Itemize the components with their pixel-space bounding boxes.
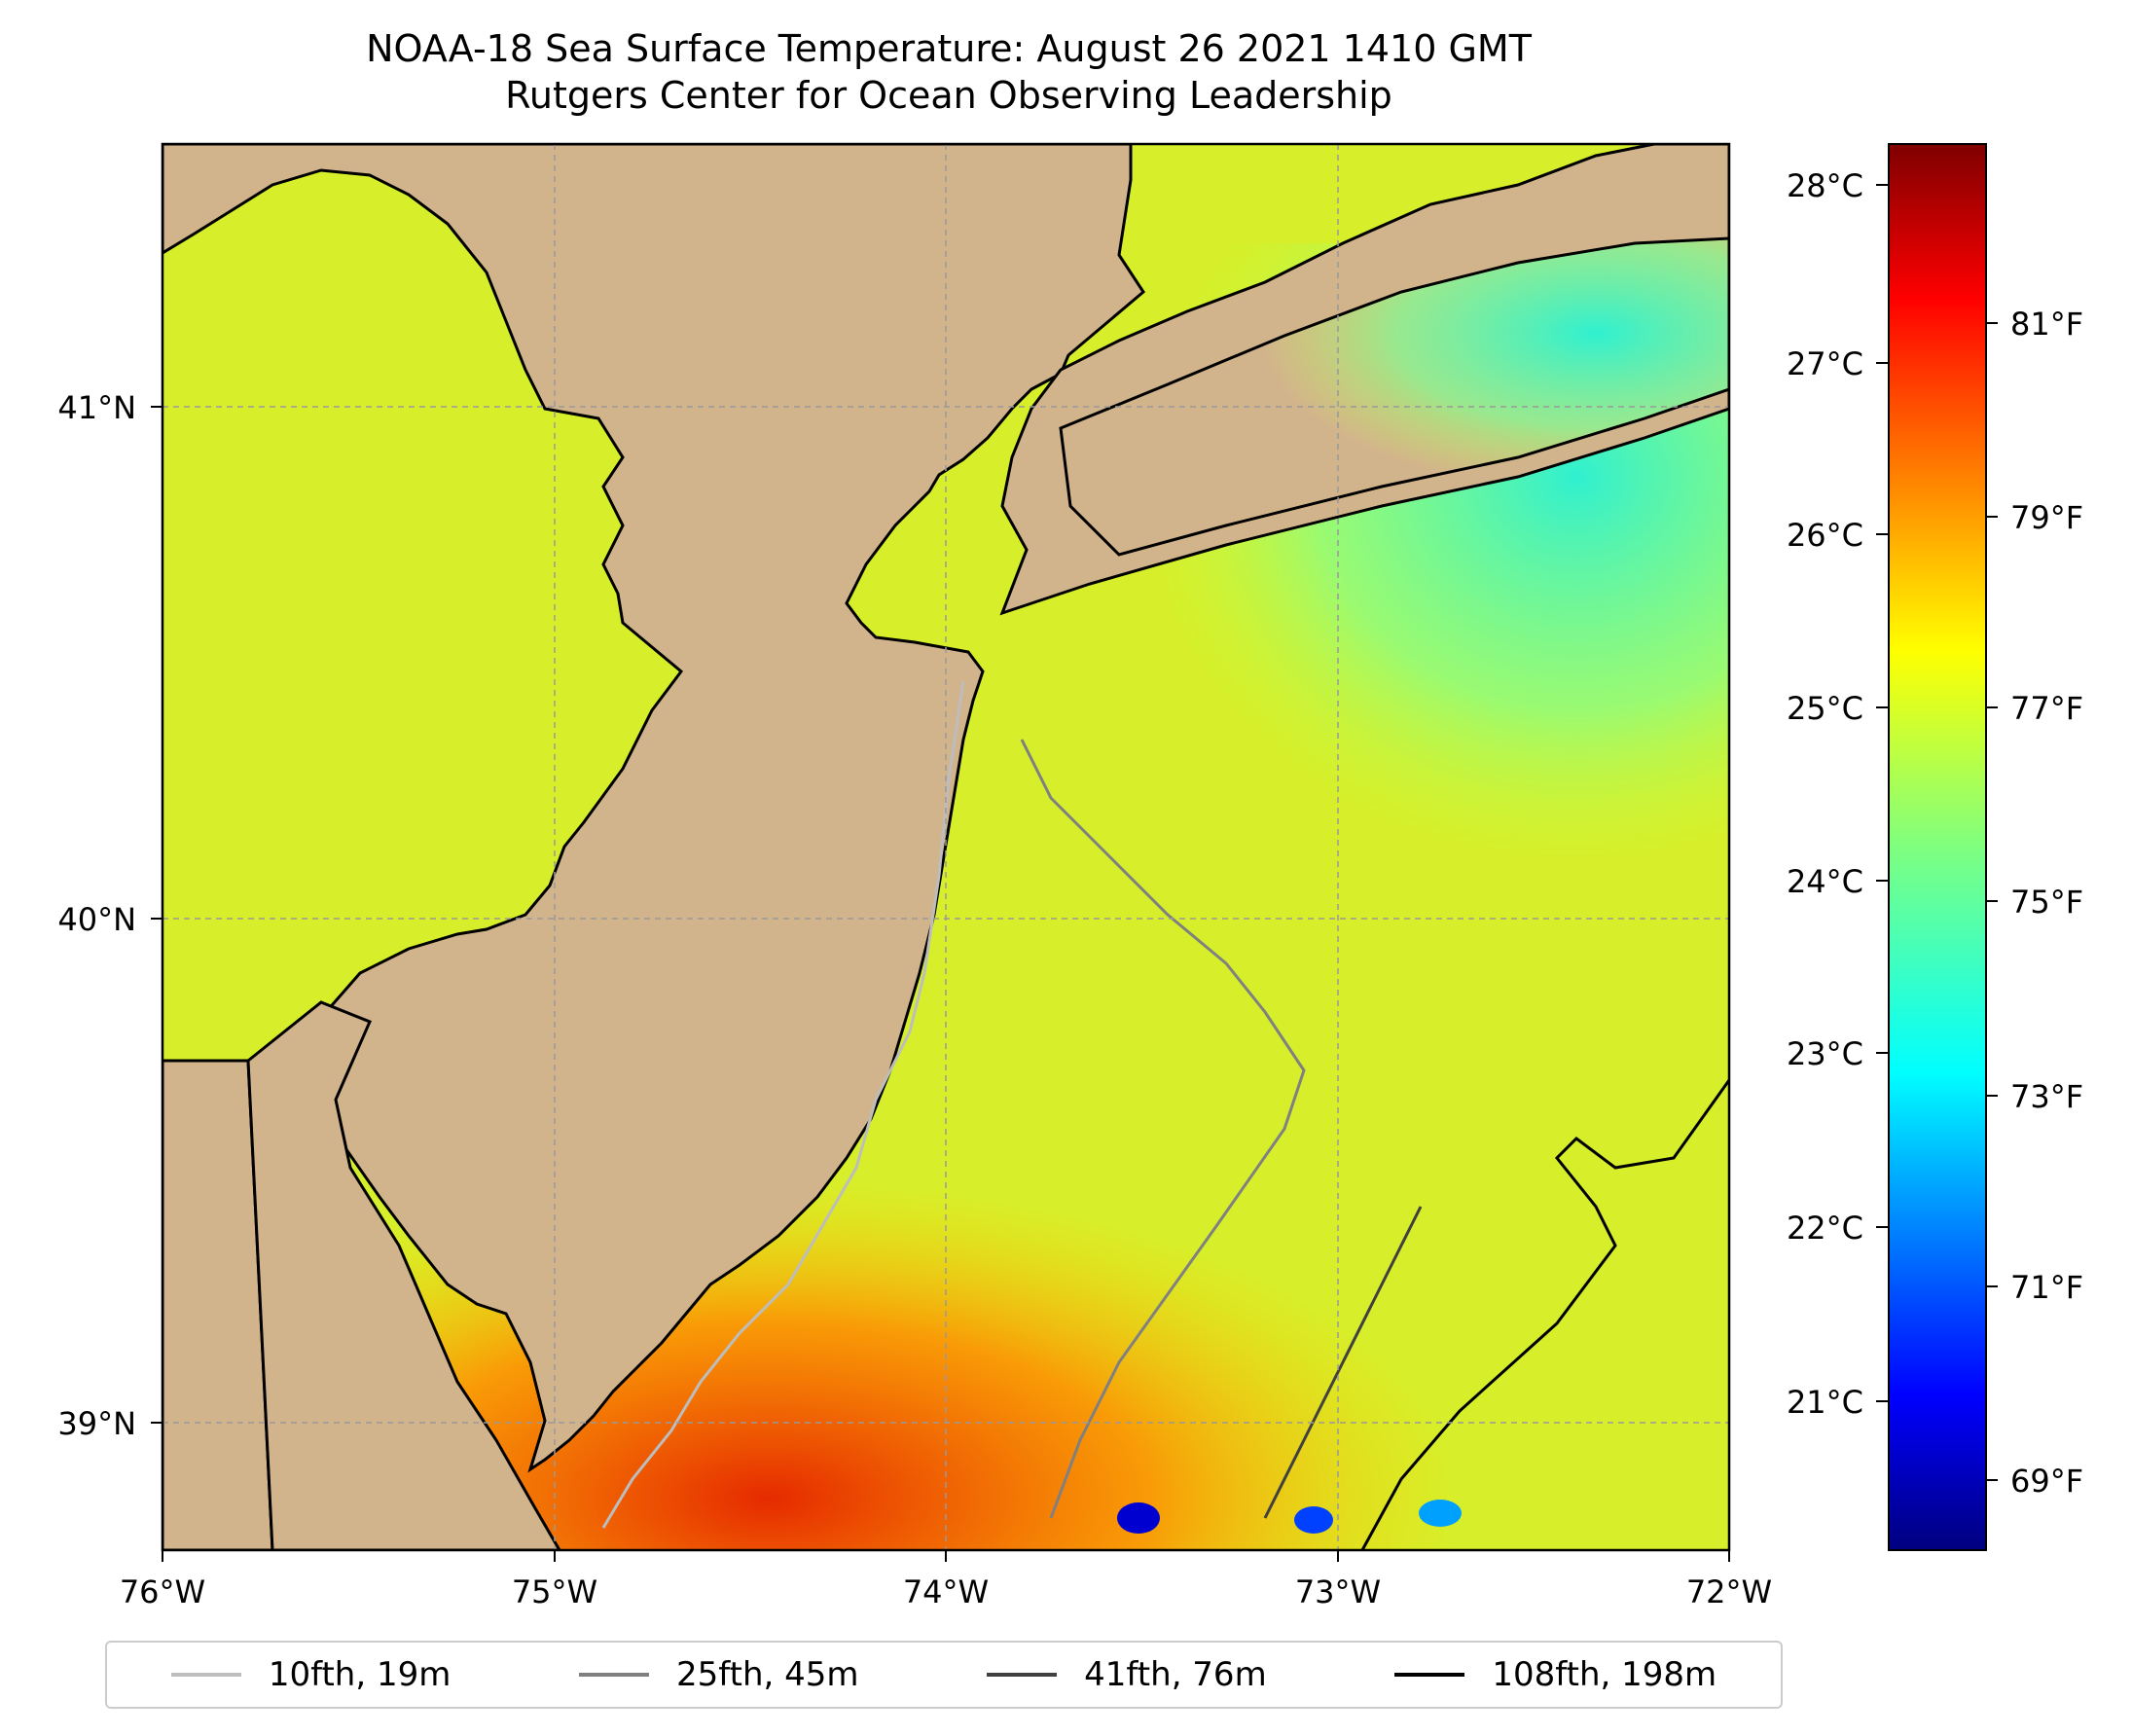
- celsius-label: 24°C: [1787, 863, 1863, 900]
- x-tick-label: 74°W: [903, 1573, 989, 1610]
- contour-41fth: [1263, 1206, 1423, 1519]
- fahrenheit-label: 69°F: [2010, 1463, 2083, 1500]
- colorbar-gradient: [1888, 143, 1987, 1551]
- sst-cold-spot: [1294, 1506, 1333, 1534]
- legend-swatch: [1394, 1673, 1465, 1677]
- celsius-label: 28°C: [1787, 167, 1863, 204]
- y-tick-label: 39°N: [57, 1405, 136, 1442]
- legend-swatch: [579, 1673, 649, 1677]
- contour-25fth: [1020, 739, 1306, 1519]
- y-axis: 41°N 40°N 39°N: [57, 389, 163, 1442]
- y-tick-label: 40°N: [57, 901, 136, 938]
- fahrenheit-label: 75°F: [2010, 884, 2083, 921]
- colorbar: 28°C 27°C 26°C 25°C 24°C 23°C 22°C 21°C …: [1787, 143, 2083, 1551]
- x-tick-label: 75°W: [512, 1573, 597, 1610]
- land-mass-west: [163, 1059, 274, 1550]
- land-mass-delmarva: [246, 1000, 561, 1550]
- y-tick-label: 41°N: [57, 389, 136, 426]
- fahrenheit-label: 73°F: [2010, 1078, 2083, 1115]
- x-tick-label: 73°W: [1295, 1573, 1381, 1610]
- gridlines: [163, 144, 1729, 1550]
- celsius-label: 22°C: [1787, 1210, 1863, 1247]
- legend-label: 10fth, 19m: [268, 1655, 452, 1694]
- legend-item-10fth: 10fth, 19m: [170, 1655, 452, 1694]
- legend-label: 108fth, 198m: [1492, 1655, 1717, 1694]
- sst-field: [163, 144, 1729, 1550]
- chart-title: NOAA-18 Sea Surface Temperature: August …: [0, 25, 1897, 119]
- celsius-label: 27°C: [1787, 345, 1863, 382]
- contour-108fth: [1360, 1079, 1729, 1550]
- legend-item-41fth: 41fth, 76m: [987, 1655, 1267, 1694]
- sst-cold-spot: [1419, 1500, 1462, 1527]
- fahrenheit-label: 71°F: [2010, 1269, 2083, 1306]
- x-tick-label: 72°W: [1686, 1573, 1772, 1610]
- legend-label: 41fth, 76m: [1084, 1655, 1267, 1694]
- fahrenheit-label: 81°F: [2010, 306, 2083, 343]
- x-axis: 76°W 75°W 74°W 73°W 72°W: [120, 1550, 1772, 1610]
- fahrenheit-label: 79°F: [2010, 499, 2083, 536]
- land-mass: [163, 144, 1145, 1473]
- x-tick-label: 76°W: [120, 1573, 205, 1610]
- legend-swatch: [170, 1673, 241, 1677]
- title-line-1: NOAA-18 Sea Surface Temperature: August …: [366, 27, 1532, 70]
- legend-label: 25fth, 45m: [676, 1655, 859, 1694]
- depth-legend: 10fth, 19m 25fth, 45m 41fth, 76m 108fth,…: [105, 1641, 1783, 1709]
- celsius-label: 25°C: [1787, 690, 1863, 727]
- legend-item-108fth: 108fth, 198m: [1394, 1655, 1716, 1694]
- celsius-label: 23°C: [1787, 1035, 1863, 1072]
- celsius-label: 26°C: [1787, 517, 1863, 554]
- fahrenheit-label: 77°F: [2010, 690, 2083, 727]
- title-line-2: Rutgers Center for Ocean Observing Leade…: [505, 74, 1392, 117]
- sst-cold-spot: [1117, 1502, 1160, 1534]
- celsius-label: 21°C: [1787, 1384, 1863, 1421]
- ocean-inlet: [1059, 236, 1729, 557]
- legend-swatch: [987, 1673, 1058, 1677]
- legend-item-25fth: 25fth, 45m: [579, 1655, 859, 1694]
